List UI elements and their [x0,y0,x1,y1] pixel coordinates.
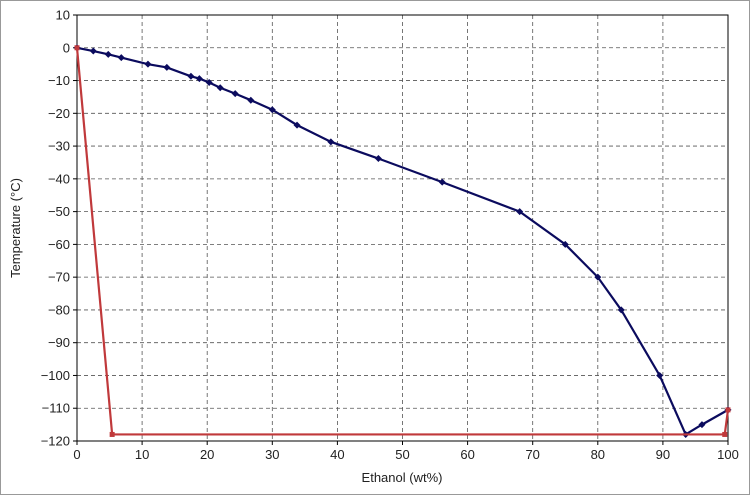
marker [374,155,382,163]
marker [722,431,728,437]
y-tick-label: −100 [41,368,70,383]
y-tick-label: −80 [48,302,70,317]
marker [104,50,112,58]
y-tick-label: −60 [48,237,70,252]
marker [231,90,239,98]
marker [561,240,569,248]
y-tick-label: −30 [48,139,70,154]
y-tick-label: −120 [41,434,70,449]
x-tick-label: 0 [73,447,80,462]
marker [594,273,602,281]
marker [216,84,224,92]
y-tick-label: −40 [48,171,70,186]
marker [438,178,446,186]
marker [516,208,524,216]
x-tick-label: 60 [460,447,474,462]
marker [247,96,255,104]
y-tick-label: −50 [48,204,70,219]
marker [89,47,97,55]
x-tick-label: 90 [656,447,670,462]
x-tick-label: 100 [717,447,739,462]
x-tick-label: 50 [395,447,409,462]
x-tick-label: 30 [265,447,279,462]
marker [144,60,152,68]
y-tick-label: 10 [56,8,70,23]
y-tick-label: −70 [48,270,70,285]
x-tick-label: 10 [135,447,149,462]
y-tick-label: −20 [48,106,70,121]
x-tick-label: 80 [591,447,605,462]
marker [327,138,335,146]
marker [117,54,125,62]
marker [725,407,731,413]
y-axis-label: Temperature (°C) [8,178,23,278]
marker [187,72,195,80]
marker [268,106,276,114]
x-tick-label: 20 [200,447,214,462]
marker [698,421,706,429]
y-tick-label: −110 [42,401,70,416]
marker [617,306,625,314]
x-axis-label: Ethanol (wt%) [362,470,443,485]
marker [293,121,301,129]
series-line [75,47,730,436]
marker [195,75,203,83]
y-tick-label: 0 [63,40,70,55]
marker [163,63,171,71]
marker [205,79,213,87]
y-tick-label: −10 [48,73,70,88]
marker [656,371,664,379]
marker [109,431,115,437]
marker [74,45,80,51]
x-tick-label: 70 [525,447,539,462]
y-tick-label: −90 [48,335,70,350]
x-tick-label: 40 [330,447,344,462]
